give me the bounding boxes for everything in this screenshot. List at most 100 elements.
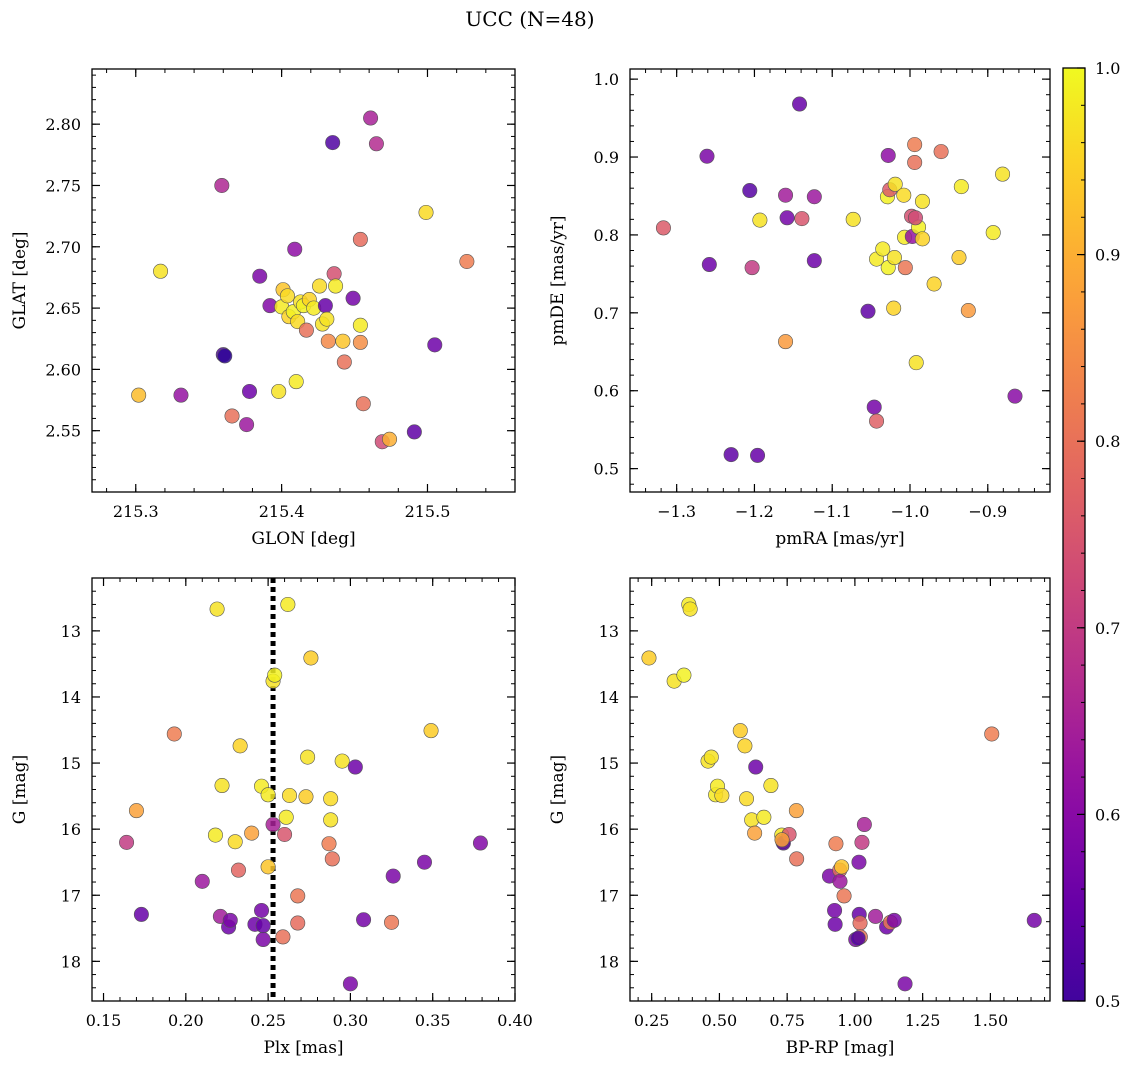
data-point	[298, 789, 314, 805]
data-point	[298, 322, 314, 338]
data-point	[739, 791, 755, 807]
x-axis-label: BP-RP [mag]	[786, 1038, 895, 1058]
data-point	[737, 738, 753, 754]
x-tick-label: 0.50	[702, 1011, 738, 1030]
x-tick-label: −1.0	[891, 502, 930, 521]
data-point	[119, 834, 135, 850]
colorbar-bar	[1062, 67, 1086, 1002]
data-point	[173, 387, 189, 403]
data-point	[907, 137, 923, 153]
data-point	[355, 396, 371, 412]
data-point	[744, 260, 760, 276]
data-point	[345, 290, 361, 306]
axes-frame	[91, 68, 516, 493]
colorbar-tick-label: 0.8	[1095, 432, 1120, 451]
data-point	[166, 726, 182, 742]
data-point	[133, 906, 149, 922]
y-tick-label: 18	[61, 952, 81, 971]
y-axis-label: G [mag]	[10, 755, 30, 824]
data-point	[789, 851, 805, 867]
data-point	[887, 176, 903, 192]
data-point	[335, 333, 351, 349]
y-tick-label: 18	[599, 952, 619, 971]
x-tick-label: 1.50	[973, 1011, 1009, 1030]
x-tick-label: −1.1	[813, 502, 852, 521]
data-point	[255, 932, 271, 948]
data-point	[742, 183, 758, 199]
data-point	[896, 187, 912, 203]
data-point	[244, 825, 260, 841]
x-tick-label: 0.25	[250, 1011, 286, 1030]
data-point	[287, 241, 303, 257]
x-tick-label: −1.3	[657, 502, 696, 521]
colorbar-tick-label: 0.7	[1095, 619, 1120, 638]
data-point	[836, 888, 852, 904]
data-point	[153, 263, 169, 279]
data-point	[265, 817, 281, 833]
data-point	[701, 257, 717, 273]
data-point	[732, 723, 748, 739]
data-point	[321, 836, 337, 852]
data-point	[875, 241, 891, 257]
data-point	[655, 220, 671, 236]
data-point	[427, 337, 443, 353]
y-axis-label: GLAT [deg]	[10, 231, 30, 329]
data-point	[880, 147, 896, 163]
y-tick-label: 2.70	[45, 238, 81, 257]
y-tick-label: 16	[599, 820, 619, 839]
data-point	[747, 825, 763, 841]
data-point	[832, 873, 848, 889]
data-point	[224, 408, 240, 424]
data-point	[641, 650, 657, 666]
data-point	[827, 916, 843, 932]
data-point	[217, 348, 233, 364]
axes-frame	[91, 577, 516, 1002]
data-point	[255, 918, 271, 934]
data-point	[325, 135, 341, 151]
y-axis-label: pmDE [mas/yr]	[548, 215, 568, 345]
scatter-bprp-g: 0.25 0.50 0.75 1.00 1.25 1.50 13 14 15 16 17 18 BP-R…	[548, 577, 1051, 1058]
data-point	[778, 187, 794, 203]
data-point	[418, 204, 434, 220]
data-point	[280, 596, 296, 612]
y-tick-label: 16	[61, 820, 81, 839]
data-point	[300, 749, 316, 765]
data-point	[194, 873, 210, 889]
y-tick-label: 14	[61, 688, 81, 707]
y-tick-label: 0.8	[594, 226, 619, 245]
data-point	[866, 399, 882, 415]
data-point	[806, 189, 822, 205]
y-tick-label: 0.5	[594, 460, 619, 479]
data-point	[779, 210, 795, 226]
data-point	[850, 930, 866, 946]
scatter-pmra-pmde: −1.3 −1.2 −1.1 −1.0 −0.9 0.5 0.6 0.7 0.8 0.9 1.0 pm…	[548, 68, 1051, 549]
x-tick-label: 215.4	[259, 502, 305, 521]
y-tick-label: 0.6	[594, 382, 619, 401]
scatter-plx-g: 0.15 0.20 0.25 0.30 0.35 0.40 13 14 15 16 17 18 Plx …	[10, 577, 533, 1058]
x-tick-label: 215.3	[113, 502, 159, 521]
data-point	[750, 447, 766, 463]
data-point	[352, 317, 368, 333]
data-point	[239, 417, 255, 433]
data-point	[385, 868, 401, 884]
x-tick-label: 215.5	[405, 502, 451, 521]
data-point	[423, 723, 439, 739]
data-point	[845, 211, 861, 227]
data-point	[290, 915, 306, 931]
data-point	[230, 862, 246, 878]
data-point	[267, 667, 283, 683]
data-point	[908, 355, 924, 371]
data-point	[897, 976, 913, 992]
data-point	[856, 817, 872, 833]
data-point	[792, 96, 808, 112]
x-axis-label: Plx [mas]	[263, 1038, 343, 1058]
colorbar-tick-label: 0.5	[1095, 992, 1120, 1011]
y-tick-label: 2.65	[45, 299, 81, 318]
y-tick-label: 2.75	[45, 176, 81, 195]
data-point	[209, 601, 225, 617]
data-point	[282, 787, 298, 803]
data-point	[288, 374, 304, 390]
scatter-glon-glat: 215.3 215.4 215.5 2.55 2.60 2.65 2.70 2.75 2.80 G…	[10, 68, 516, 549]
data-point	[763, 778, 779, 794]
